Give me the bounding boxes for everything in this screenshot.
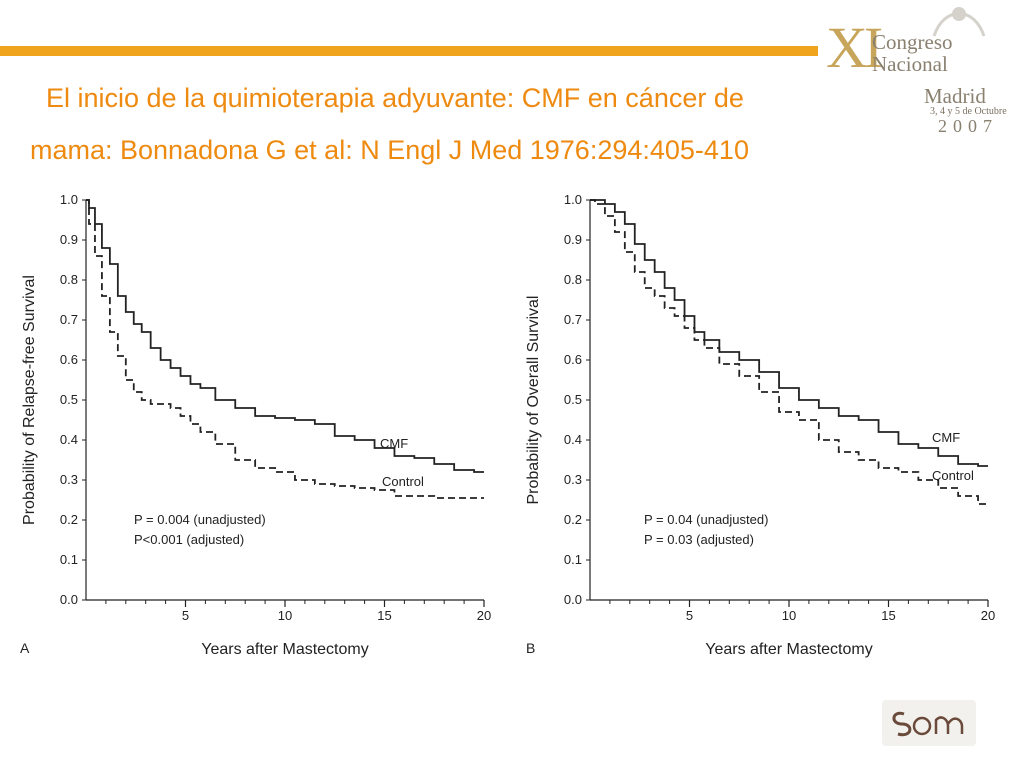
relapse-free-survival-chart: 0.0 0.1 0.2 0.3 0.4 0.5 0.6 0.7 0.8 0.9 1.0 5 10 15 20… [21,192,491,658]
y-tick-label: 1.0 [564,192,582,207]
y-axis-label: Probability of Overall Survival [525,296,542,505]
badge-word-madrid: Madrid [924,84,986,108]
page-title: El inicio de la quimioterapia adyuvante:… [30,72,960,176]
accent-rule [0,46,818,56]
y-tick-label: 0.1 [60,552,78,567]
society-logo [882,700,976,746]
x-tick-label: 20 [477,608,491,623]
x-tick-label: 15 [377,608,391,623]
y-tick-label: 0.0 [60,592,78,607]
y-tick-label: 0.5 [60,392,78,407]
series-line-cmf [590,199,988,467]
series-label-cmf: CMF [932,430,960,445]
y-tick-label: 0.5 [564,392,582,407]
y-tick-label: 0.1 [564,552,582,567]
congress-badge-logo: XI Congreso Nacional Madrid 3, 4 y 5 de … [820,0,1024,150]
y-tick-label: 0.2 [60,512,78,527]
series-label-cmf: CMF [380,436,408,451]
y-tick-label: 0.7 [60,312,78,327]
title-line-2: mama: Bonnadona G et al: N Engl J Med 19… [30,135,749,165]
y-tick-label: 0.9 [564,232,582,247]
p-value-annotation: P = 0.04 (unadjusted) [644,512,768,527]
y-tick-label: 0.0 [564,592,582,607]
panel-letter-a: A [20,640,30,656]
x-tick-label: 5 [686,608,693,623]
series-line-control [590,199,988,505]
p-value-annotation: P = 0.004 (unadjusted) [134,512,266,527]
badge-word-congreso: Congreso [872,30,953,54]
y-tick-label: 0.6 [60,352,78,367]
society-logo-icon [892,711,964,737]
chart-panel-a: 0.0 0.1 0.2 0.3 0.4 0.5 0.6 0.7 0.8 0.9 1.0 5 10 15 20… [0,180,512,660]
y-tick-label: 1.0 [60,192,78,207]
x-tick-label: 5 [182,608,189,623]
y-tick-label: 0.3 [60,472,78,487]
y-tick-label: 0.4 [564,432,582,447]
badge-word-nacional: Nacional [872,52,948,76]
x-tick-label: 15 [881,608,895,623]
y-tick-label: 0.9 [60,232,78,247]
x-axis-label: Years after Mastectomy [201,641,368,658]
p-value-annotation: P<0.001 (adjusted) [134,532,244,547]
y-tick-label: 0.7 [564,312,582,327]
badge-date: 3, 4 y 5 de Octubre [930,106,1007,117]
badge-year: 2007 [938,116,998,136]
y-tick-label: 0.3 [564,472,582,487]
series-label-control: Control [382,474,424,489]
chart-panel-b: 0.0 0.1 0.2 0.3 0.4 0.5 0.6 0.7 0.8 0.9 1.0 5 10 15 20… [504,180,1016,660]
series-line-cmf [86,199,484,473]
y-tick-label: 0.4 [60,432,78,447]
y-tick-label: 0.8 [564,272,582,287]
series-line-control [86,199,484,499]
series-label-control: Control [932,468,974,483]
panel-letter-b: B [526,640,536,656]
p-value-annotation: P = 0.03 (adjusted) [644,532,754,547]
y-axis-label: Probability of Relapse-free Survival [21,275,38,525]
x-tick-label: 10 [278,608,292,623]
badge-roman-numeral: XI [826,15,883,80]
title-line-1: El inicio de la quimioterapia adyuvante:… [46,83,744,113]
overall-survival-chart: 0.0 0.1 0.2 0.3 0.4 0.5 0.6 0.7 0.8 0.9 1.0 5 10 15 20… [525,192,995,658]
x-tick-label: 20 [981,608,995,623]
y-tick-label: 0.2 [564,512,582,527]
y-tick-label: 0.6 [564,352,582,367]
y-tick-label: 0.8 [60,272,78,287]
x-axis-label: Years after Mastectomy [705,641,872,658]
ornament-icon [932,7,986,37]
x-tick-label: 10 [782,608,796,623]
